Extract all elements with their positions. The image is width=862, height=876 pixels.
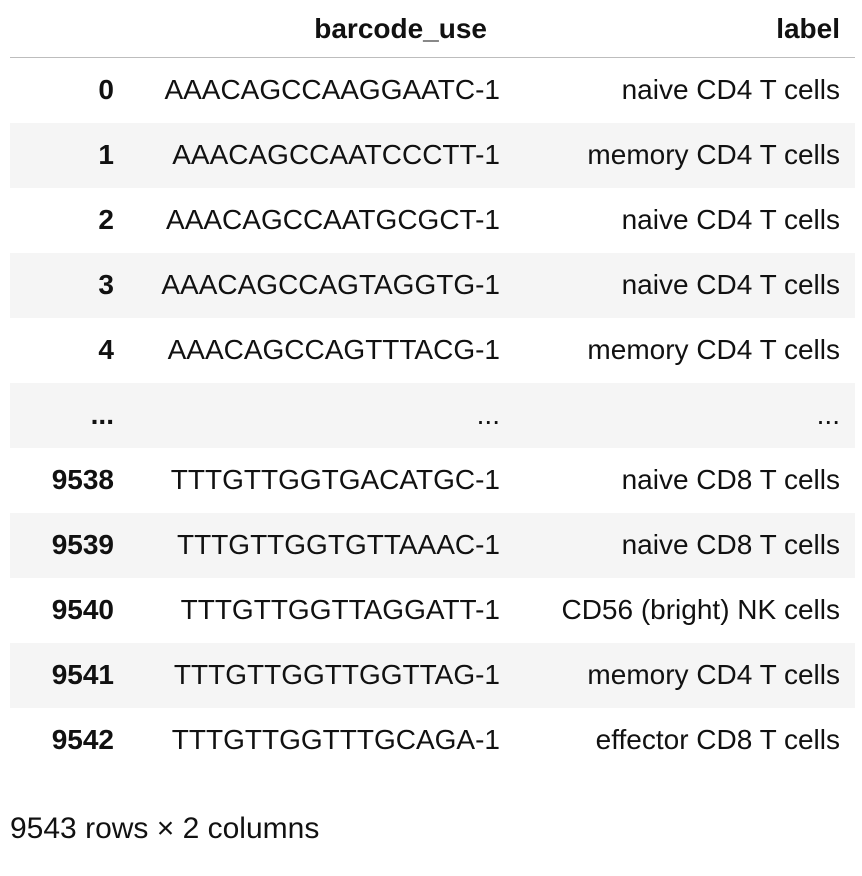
table-row: 0 AAACAGCCAAGGAATC-1 naive CD4 T cells (10, 58, 855, 123)
row-index: 9538 (51, 464, 114, 495)
row-index: 2 (98, 204, 114, 235)
table-row: 9542 TTTGTTGGTTTGCAGA-1 effector CD8 T c… (10, 708, 855, 773)
ellipsis-row: ... ... ... (10, 382, 855, 448)
label-cell: naive CD4 T cells (621, 204, 840, 235)
header-index (10, 0, 118, 58)
label-cell: memory CD4 T cells (587, 659, 840, 690)
row-index: 1 (98, 139, 114, 170)
label-cell: CD56 (bright) NK cells (561, 594, 840, 625)
header-label: label (502, 0, 855, 58)
barcode-cell: TTTGTTGGTGTTAAAC-1 (176, 529, 500, 560)
table-row: 9539 TTTGTTGGTGTTAAAC-1 naive CD8 T cell… (10, 512, 855, 578)
table-row: 1 AAACAGCCAATCCCTT-1 memory CD4 T cells (10, 122, 855, 188)
header-barcode-use: barcode_use (118, 0, 502, 58)
header-row: barcode_use label (10, 0, 855, 58)
barcode-cell: TTTGTTGGTTAGGATT-1 (180, 594, 500, 625)
table-row: 2 AAACAGCCAATGCGCT-1 naive CD4 T cells (10, 188, 855, 253)
table-row: 9541 TTTGTTGGTTGGTTAG-1 memory CD4 T cel… (10, 642, 855, 708)
barcode-cell: ... (476, 399, 500, 430)
table-body: 0 AAACAGCCAAGGAATC-1 naive CD4 T cells 1… (10, 58, 855, 773)
barcode-cell: AAACAGCCAAGGAATC-1 (164, 74, 500, 106)
label-cell: ... (816, 399, 840, 430)
label-cell: naive CD4 T cells (621, 269, 840, 300)
label-cell: memory CD4 T cells (587, 334, 840, 365)
label-cell: naive CD4 T cells (621, 74, 840, 106)
barcode-cell: TTTGTTGGTGACATGC-1 (170, 464, 500, 495)
row-index: 0 (98, 74, 114, 106)
row-index: 3 (98, 269, 114, 300)
barcode-cell: AAACAGCCAGTTTACG-1 (167, 334, 500, 365)
row-index: 9540 (51, 594, 114, 625)
barcode-cell: AAACAGCCAATGCGCT-1 (166, 204, 500, 235)
table-row: 3 AAACAGCCAGTAGGTG-1 naive CD4 T cells (10, 252, 855, 318)
row-index: 9541 (51, 659, 114, 690)
row-index: 9539 (51, 529, 114, 560)
table-header: barcode_use label (10, 0, 855, 58)
barcode-cell: TTTGTTGGTTGGTTAG-1 (173, 659, 500, 690)
barcode-cell: TTTGTTGGTTTGCAGA-1 (171, 724, 500, 755)
barcode-cell: AAACAGCCAGTAGGTG-1 (161, 269, 500, 300)
row-index: 9542 (51, 724, 114, 755)
barcode-cell: AAACAGCCAATCCCTT-1 (172, 139, 500, 170)
dataframe-table: barcode_use label 0 AAACAGCCAAGGAATC-1 n… (10, 0, 855, 773)
label-cell: effector CD8 T cells (595, 724, 840, 755)
table-row: 9540 TTTGTTGGTTAGGATT-1 CD56 (bright) NK… (10, 578, 855, 643)
row-index: 4 (98, 334, 114, 365)
row-index: ... (90, 399, 114, 430)
label-cell: naive CD8 T cells (621, 529, 840, 560)
dataframe-shape-summary: 9543 rows × 2 columns (10, 812, 320, 845)
table-row: 4 AAACAGCCAGTTTACG-1 memory CD4 T cells (10, 318, 855, 383)
label-cell: memory CD4 T cells (587, 139, 840, 170)
table-row: 9538 TTTGTTGGTGACATGC-1 naive CD8 T cell… (10, 448, 855, 513)
label-cell: naive CD8 T cells (621, 464, 840, 495)
